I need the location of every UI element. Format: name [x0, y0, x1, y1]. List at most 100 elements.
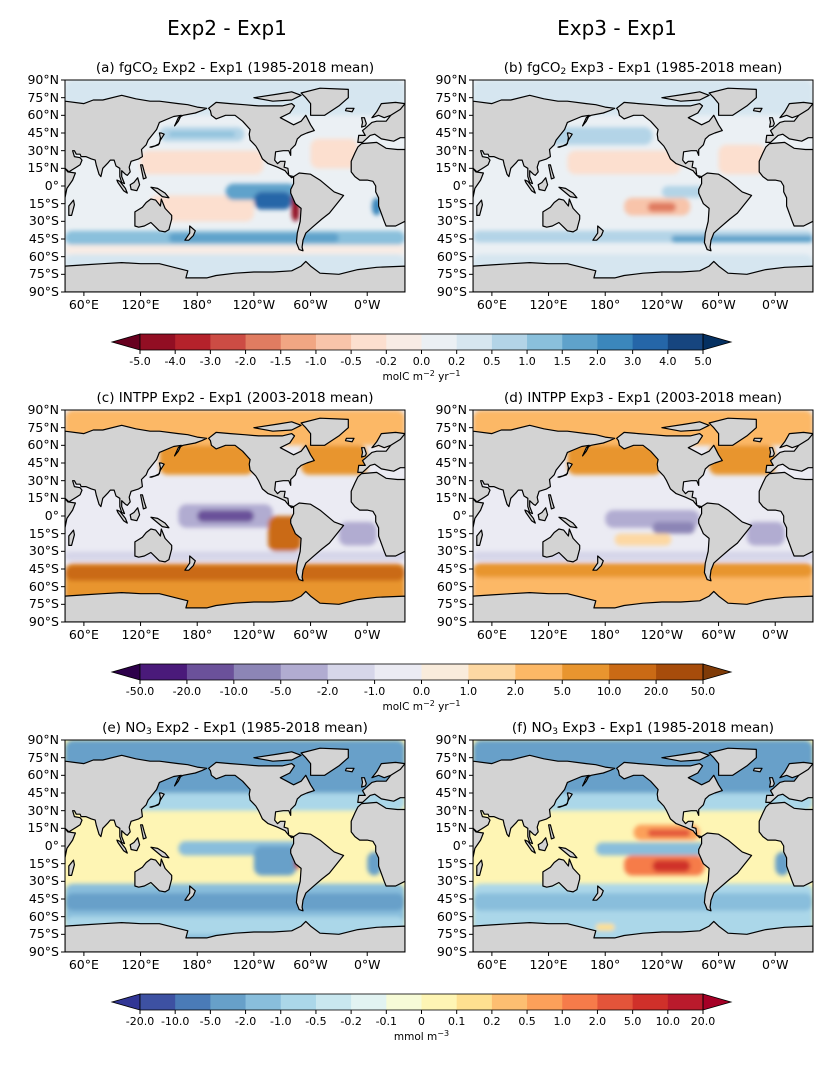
ytick-label: 60°S	[436, 248, 467, 264]
field-region	[652, 521, 695, 534]
colorbar-swatch	[175, 334, 211, 350]
land-mass	[616, 431, 723, 509]
colorbar-unit-label: molC m−2 yr−1	[382, 699, 461, 713]
land-mass	[769, 777, 775, 788]
xtick-label: 180°	[590, 957, 621, 972]
colorbar-swatch	[597, 334, 634, 350]
colorbar-tick-label: -10.0	[160, 1015, 190, 1028]
land-mass	[65, 497, 76, 535]
land-mass	[592, 885, 604, 901]
field-region	[140, 150, 264, 175]
land-mass	[344, 767, 355, 773]
land-mass	[698, 832, 753, 912]
xtick-label: 120°E	[121, 957, 160, 972]
land-mass	[116, 509, 128, 524]
ytick-label: 45°S	[28, 891, 59, 906]
colorbar-swatch	[562, 334, 598, 350]
field-region	[614, 533, 672, 546]
colorbar-tick-label: -20.0	[125, 1015, 155, 1028]
colorbar-tick-label: 2.0	[588, 355, 607, 368]
map-f	[469, 739, 814, 956]
field-region	[647, 202, 677, 212]
land-mass	[524, 509, 536, 524]
colorbar-swatch	[456, 334, 493, 350]
colorbar-tick-label: -5.0	[199, 1015, 222, 1028]
panel-title-subscript: 2	[152, 67, 159, 77]
xtick-label: 60°E	[476, 297, 507, 312]
colorbar-swatch	[562, 664, 610, 680]
colorbar-swatch	[491, 334, 528, 350]
field-region	[65, 551, 405, 561]
land-mass	[473, 754, 616, 845]
xtick-label: 60°E	[476, 957, 507, 972]
ytick-label: 45°N	[435, 785, 467, 800]
colorbar-tick-label: -1.5	[270, 355, 292, 368]
map-b	[469, 79, 814, 296]
colorbar-unit-label: mmol m−3	[393, 1029, 450, 1043]
ytick-label: 90°S	[436, 944, 467, 959]
ytick-label: 30°N	[27, 802, 59, 818]
land-mass	[150, 846, 170, 859]
xtick-label: 60°W	[701, 627, 736, 642]
land-mass	[661, 421, 710, 432]
xtick-label: 0°W	[761, 957, 789, 972]
land-mass	[473, 590, 813, 622]
land-mass	[371, 761, 405, 779]
colorbar-swatch	[374, 664, 422, 680]
xtick-label: 120°W	[640, 297, 684, 312]
land-mass	[149, 462, 165, 478]
land-mass	[473, 94, 616, 185]
land-mass	[547, 494, 555, 510]
land-mass	[253, 421, 302, 432]
colorbar-swatch	[315, 994, 352, 1010]
xtick-label: 180°	[182, 957, 213, 972]
field-region	[652, 860, 691, 872]
ytick-label: 90°S	[28, 614, 59, 629]
field-region	[150, 195, 254, 222]
land-mass	[592, 555, 604, 571]
land-mass	[350, 141, 405, 227]
land-mass	[129, 177, 141, 192]
field-region	[65, 244, 405, 255]
land-mass	[557, 132, 573, 148]
land-mass	[65, 827, 76, 865]
land-mass	[344, 437, 355, 443]
xtick-label: 120°W	[640, 957, 684, 972]
land-mass	[779, 431, 813, 449]
map-a	[61, 79, 406, 296]
colorbar-tick-label: -50.0	[125, 685, 155, 698]
land-mass	[134, 528, 173, 563]
land-mass	[473, 260, 813, 292]
land-mass	[758, 471, 813, 557]
land-mass	[68, 199, 75, 216]
field-region	[473, 551, 813, 561]
land-mass	[139, 494, 147, 510]
panel-title-text: (a) fgCO	[95, 60, 153, 76]
colorbar-tick-label: 2.0	[588, 1015, 607, 1028]
field-region	[253, 846, 297, 876]
panel-title-text: (b) fgCO	[503, 60, 561, 76]
ytick-label: 30°S	[436, 543, 467, 559]
land-mass	[129, 507, 141, 522]
land-mass	[65, 424, 208, 515]
field-region	[473, 893, 813, 911]
land-mass	[524, 839, 536, 854]
land-mass	[557, 462, 573, 478]
colorbar-swatch	[386, 994, 422, 1010]
land-mass	[616, 761, 723, 839]
colorbar-0	[110, 333, 733, 354]
map-d	[469, 409, 814, 626]
ytick-label: 45°S	[436, 891, 467, 906]
ytick-label: 90°N	[27, 72, 59, 87]
colorbar-tick-label: 3.0	[623, 355, 642, 368]
colorbar-swatch	[515, 664, 563, 680]
xtick-label: 60°W	[701, 957, 736, 972]
ytick-label: 75°S	[28, 926, 59, 942]
field-region	[567, 150, 681, 175]
land-mass	[557, 792, 573, 808]
ytick-label: 30°N	[27, 472, 59, 488]
colorbar-extend-max	[702, 663, 733, 681]
land-mass	[150, 186, 170, 199]
xtick-label: 60°E	[68, 627, 99, 642]
ytick-label: 90°N	[435, 732, 467, 747]
